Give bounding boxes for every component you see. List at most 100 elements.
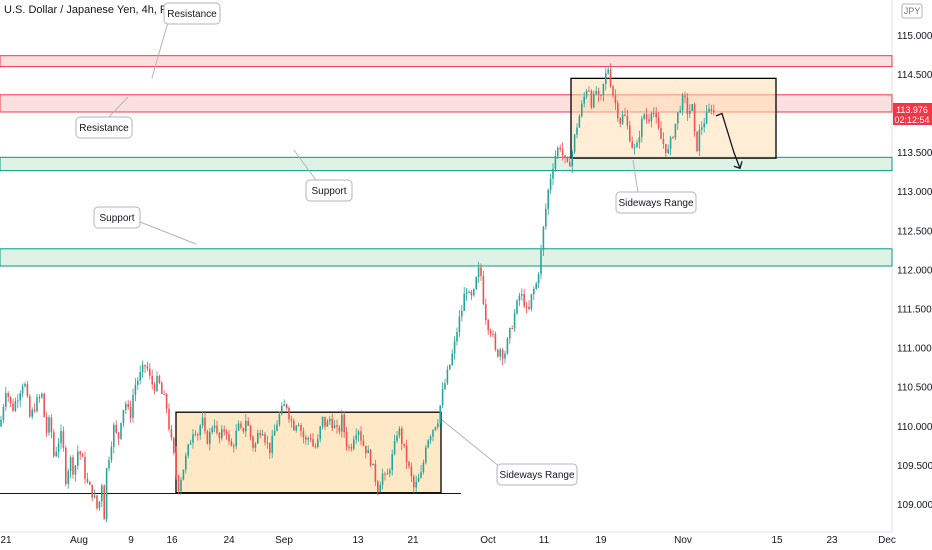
candle-body	[43, 393, 45, 418]
callout-resistance-top[interactable]: Resistance	[163, 2, 221, 25]
candle-body	[533, 288, 535, 295]
candle-body	[374, 463, 377, 482]
candle-body	[614, 95, 617, 104]
candle-body	[228, 433, 230, 442]
price-tick-label: 109.500	[897, 461, 932, 472]
callout-sideways-right[interactable]: Sideways Range	[615, 191, 697, 214]
candle-body	[31, 409, 33, 417]
price-axis[interactable]: 115.000114.500114.000113.500113.000112.5…	[897, 31, 932, 511]
candle	[645, 108, 648, 124]
candle-body	[607, 69, 609, 74]
currency-badge[interactable]: JPY	[901, 3, 923, 19]
candle-body	[245, 420, 247, 432]
candle-body	[96, 495, 98, 509]
candle	[69, 455, 72, 478]
candle-body	[595, 91, 597, 94]
candle-body	[321, 416, 324, 427]
currency-badge-label: JPY	[904, 6, 921, 16]
candle-body	[636, 142, 638, 148]
time-tick-label: 23	[826, 535, 838, 546]
candle-body	[684, 95, 686, 98]
candle-body	[89, 481, 91, 485]
candle-body	[667, 148, 669, 153]
candle	[585, 88, 588, 100]
candle	[415, 475, 417, 493]
candle	[542, 225, 545, 257]
sideways-range-box-left[interactable]	[175, 411, 442, 494]
candle	[24, 382, 26, 388]
candle-body	[65, 447, 67, 484]
candle	[175, 446, 177, 480]
candle	[489, 328, 492, 337]
time-tick-label: 15	[771, 535, 783, 546]
current-price-tag: 113.976 02:12:54	[893, 103, 932, 125]
support-zone-lower[interactable]	[0, 248, 893, 267]
candle-body	[420, 471, 422, 478]
candle	[257, 429, 259, 445]
candle-body	[367, 449, 369, 454]
candle-body	[113, 424, 115, 447]
candle-body	[60, 430, 62, 444]
candle	[708, 103, 710, 114]
candle	[300, 422, 302, 437]
price-tick-label: 112.000	[897, 265, 932, 276]
candle-body	[609, 69, 612, 87]
support-zone-upper[interactable]	[0, 156, 893, 172]
candle-body	[305, 437, 307, 440]
callout-resistance-lower[interactable]: Resistance	[75, 116, 133, 139]
leader-support-upper	[293, 149, 319, 184]
candle-body	[477, 267, 480, 278]
time-axis[interactable]: 21 Aug 9 16 24 Sep 13 21 Oct 11 19 Nov 15 23 Dec	[0, 535, 895, 546]
candle-body	[465, 292, 468, 294]
candle-body	[650, 113, 653, 122]
candle	[266, 435, 269, 449]
candle-body	[110, 446, 113, 460]
projection-arrow[interactable]	[715, 112, 741, 169]
candle-body	[401, 428, 403, 444]
candle	[276, 420, 278, 432]
candle-body	[77, 451, 79, 466]
callout-support-upper[interactable]: Support	[305, 179, 353, 202]
candle	[12, 398, 14, 413]
candle-body	[698, 129, 701, 152]
candle	[305, 434, 307, 445]
callout-support-lower[interactable]: Support	[93, 206, 141, 229]
sideways-range-box-right[interactable]	[570, 77, 777, 159]
candle-body	[494, 333, 497, 350]
candle	[146, 361, 149, 372]
candle-body	[504, 353, 506, 359]
candle	[113, 422, 115, 454]
candle	[348, 444, 350, 452]
candle-body	[648, 119, 650, 122]
candle	[209, 427, 211, 451]
candle-body	[175, 452, 177, 476]
candle	[122, 409, 125, 428]
candle-body	[552, 168, 554, 179]
candle-body	[413, 476, 415, 488]
candle	[581, 100, 583, 118]
candle-body	[341, 414, 343, 432]
candle	[350, 443, 353, 452]
candle-body	[91, 484, 93, 498]
candle	[590, 89, 593, 110]
candle	[269, 442, 271, 459]
candle	[168, 403, 170, 432]
candle	[91, 484, 93, 502]
candle-body	[621, 114, 624, 124]
time-tick-label: Oct	[480, 535, 496, 546]
candle-body	[576, 127, 578, 135]
candle	[14, 397, 17, 413]
candle	[182, 469, 185, 481]
candle-body	[21, 386, 24, 394]
candle	[710, 104, 713, 115]
candle	[163, 390, 165, 395]
callout-label: Resistance	[79, 123, 129, 134]
callout-sideways-left[interactable]: Sideways Range	[496, 463, 578, 486]
candle	[264, 431, 266, 446]
resistance-zone-upper[interactable]	[0, 55, 893, 68]
candle	[105, 467, 108, 523]
candle	[379, 481, 381, 493]
candle	[501, 347, 504, 366]
candle-body	[509, 328, 511, 339]
